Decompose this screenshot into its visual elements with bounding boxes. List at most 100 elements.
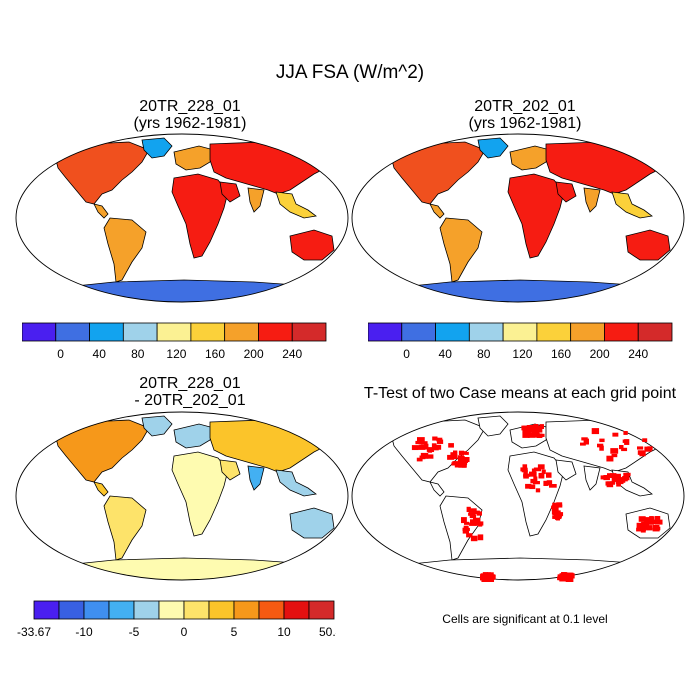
significant-cell — [459, 455, 464, 462]
panel-title-line2: (yrs 1962-1981) — [468, 115, 582, 132]
colorbar-label: 240 — [282, 347, 302, 361]
land-seasia — [275, 191, 317, 219]
significant-cell — [539, 433, 545, 437]
land-australia — [289, 229, 335, 261]
significant-cell — [522, 432, 530, 438]
significant-cell — [612, 432, 619, 437]
significant-cell — [424, 443, 429, 450]
land-arabia — [219, 459, 241, 481]
colorbar-box — [536, 322, 572, 342]
significant-cell — [477, 534, 484, 541]
colorbar-box — [502, 322, 538, 342]
significant-cell — [533, 424, 539, 429]
significant-cell — [583, 438, 589, 445]
colorbar-label: 0 — [57, 347, 64, 361]
significant-cell — [462, 527, 470, 534]
significant-cell — [643, 517, 650, 521]
colorbar-box — [89, 322, 124, 342]
significant-cell — [599, 445, 604, 451]
significant-cell — [464, 521, 470, 525]
significant-cell — [642, 524, 650, 530]
significant-cell — [533, 476, 538, 482]
colorbar-label: 80 — [131, 347, 145, 361]
significant-cell — [420, 441, 428, 445]
colorbar-box — [183, 600, 210, 620]
significant-cell — [418, 444, 426, 450]
colorbar-box — [58, 600, 85, 620]
colorbar-label: 160 — [205, 347, 225, 361]
significant-cells — [411, 424, 663, 582]
significant-cell — [638, 516, 646, 522]
significant-cell — [469, 522, 477, 526]
significant-cell — [447, 454, 455, 460]
significant-cell — [566, 573, 575, 579]
colorbar-box — [258, 600, 285, 620]
colorbar-label: -10 — [75, 625, 93, 639]
colorbar-label: -33.67 — [17, 625, 51, 639]
significant-cell — [599, 438, 605, 443]
significant-cell — [420, 452, 429, 459]
significant-cell — [606, 481, 614, 488]
significant-cell — [647, 446, 653, 451]
significant-cell — [480, 574, 487, 578]
significant-cell — [623, 431, 628, 435]
colorbar-box — [122, 322, 158, 342]
land-ca — [93, 203, 109, 219]
significant-cell — [539, 424, 544, 430]
significant-cell — [476, 518, 481, 523]
colorbar-box — [367, 322, 403, 342]
colorbar-box — [233, 600, 260, 620]
significant-cell — [655, 519, 663, 525]
land-arabia — [555, 181, 577, 203]
significant-cell — [611, 453, 618, 458]
significant-cell — [451, 462, 456, 466]
land-sa — [103, 495, 147, 561]
significant-cell — [543, 480, 549, 486]
significant-cell — [452, 461, 460, 465]
colorbar-box — [224, 322, 259, 342]
significant-cell — [476, 511, 482, 516]
significant-cell — [549, 484, 557, 488]
colorbar-box — [604, 322, 639, 342]
significant-cell — [459, 459, 467, 466]
colorbar-box — [308, 600, 335, 620]
significant-cell — [426, 448, 434, 452]
significant-cell — [646, 525, 653, 531]
colorbar-box — [33, 600, 60, 620]
colorbar-box — [401, 322, 436, 342]
colorbar-label: 40 — [93, 347, 107, 361]
significant-cell — [611, 476, 618, 482]
land-na — [389, 419, 486, 483]
significant-cell — [622, 476, 630, 481]
significant-cell — [522, 464, 528, 469]
significant-cell — [523, 469, 528, 475]
significant-cell — [624, 439, 630, 445]
land-seasia — [275, 469, 317, 497]
land-na — [389, 141, 486, 205]
colorbar-label: 160 — [551, 347, 571, 361]
land-india — [583, 465, 601, 491]
significant-cell — [533, 467, 542, 472]
colorbar-label: 10 — [277, 625, 291, 639]
significant-cell — [563, 576, 570, 580]
panel-title-case1: 20TR_228_01 (yrs 1962-1981) — [30, 98, 350, 132]
colorbar-box — [190, 322, 226, 342]
significant-cell — [470, 514, 477, 519]
significant-cell — [610, 473, 617, 479]
significant-cell — [411, 445, 419, 451]
significant-cell — [652, 525, 660, 530]
significant-cell — [637, 446, 644, 450]
map-case2 — [351, 133, 685, 303]
significant-cell — [427, 454, 434, 459]
colorbar-label: 200 — [244, 347, 264, 361]
significant-cell — [531, 431, 540, 437]
significant-cell — [555, 515, 560, 520]
significant-cell — [417, 437, 425, 444]
significant-cell — [642, 438, 648, 443]
colorbar-absolute: 0 40 80 120 160 200 240 — [21, 322, 328, 362]
significant-cell — [650, 516, 655, 521]
significant-cell — [487, 574, 496, 580]
significant-cell — [529, 429, 537, 433]
land-sa — [103, 217, 147, 283]
colorbar-box — [133, 600, 160, 620]
